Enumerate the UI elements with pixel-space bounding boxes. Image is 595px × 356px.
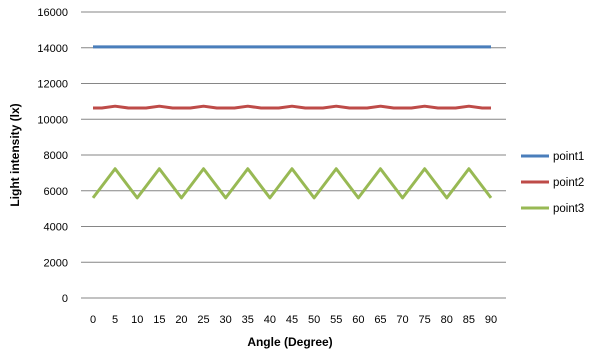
y-axis-title: Light intensity (lx) [8, 103, 22, 206]
y-tick-label: 2000 [44, 257, 68, 269]
tick-labels: 0 2000 4000 6000 8000 10000 12000 14000 16000 0 5 1… [37, 7, 497, 326]
y-tick-label: 12000 [37, 79, 68, 91]
x-tick-label: 20 [175, 314, 187, 326]
series-line-point3 [91, 167, 493, 200]
y-tick-label: 14000 [37, 43, 68, 55]
x-tick-label: 65 [374, 314, 386, 326]
x-tick-label: 0 [90, 314, 96, 326]
y-tick-label: 8000 [44, 150, 68, 162]
x-tick-label: 85 [463, 314, 475, 326]
x-tick-label: 40 [264, 314, 276, 326]
x-tick-label: 90 [485, 314, 497, 326]
x-tick-label: 70 [396, 314, 408, 326]
legend: point1 point2 point3 [521, 151, 584, 215]
legend-label: point2 [553, 177, 584, 189]
data-series [91, 45, 493, 200]
gridlines [81, 11, 506, 263]
y-tick-label: 0 [62, 293, 68, 305]
y-tick-label: 10000 [37, 114, 68, 126]
y-tick-label: 4000 [44, 222, 68, 234]
x-tick-label: 25 [197, 314, 209, 326]
x-tick-label: 80 [441, 314, 453, 326]
x-tick-label: 15 [153, 314, 165, 326]
x-tick-label: 50 [308, 314, 320, 326]
x-tick-label: 10 [131, 314, 143, 326]
x-tick-label: 30 [220, 314, 232, 326]
x-tick-label: 45 [286, 314, 298, 326]
y-tick-label: 16000 [37, 7, 68, 19]
x-tick-label: 60 [352, 314, 364, 326]
y-tick-label: 6000 [44, 186, 68, 198]
x-tick-label: 35 [242, 314, 254, 326]
x-tick-label: 55 [330, 314, 342, 326]
legend-label: point1 [553, 151, 584, 163]
x-tick-label: 5 [112, 314, 118, 326]
series-line-point2 [93, 104, 491, 110]
x-axis-title: Angle (Degree) [247, 335, 332, 349]
legend-label: point3 [553, 203, 584, 215]
x-tick-label: 75 [419, 314, 431, 326]
